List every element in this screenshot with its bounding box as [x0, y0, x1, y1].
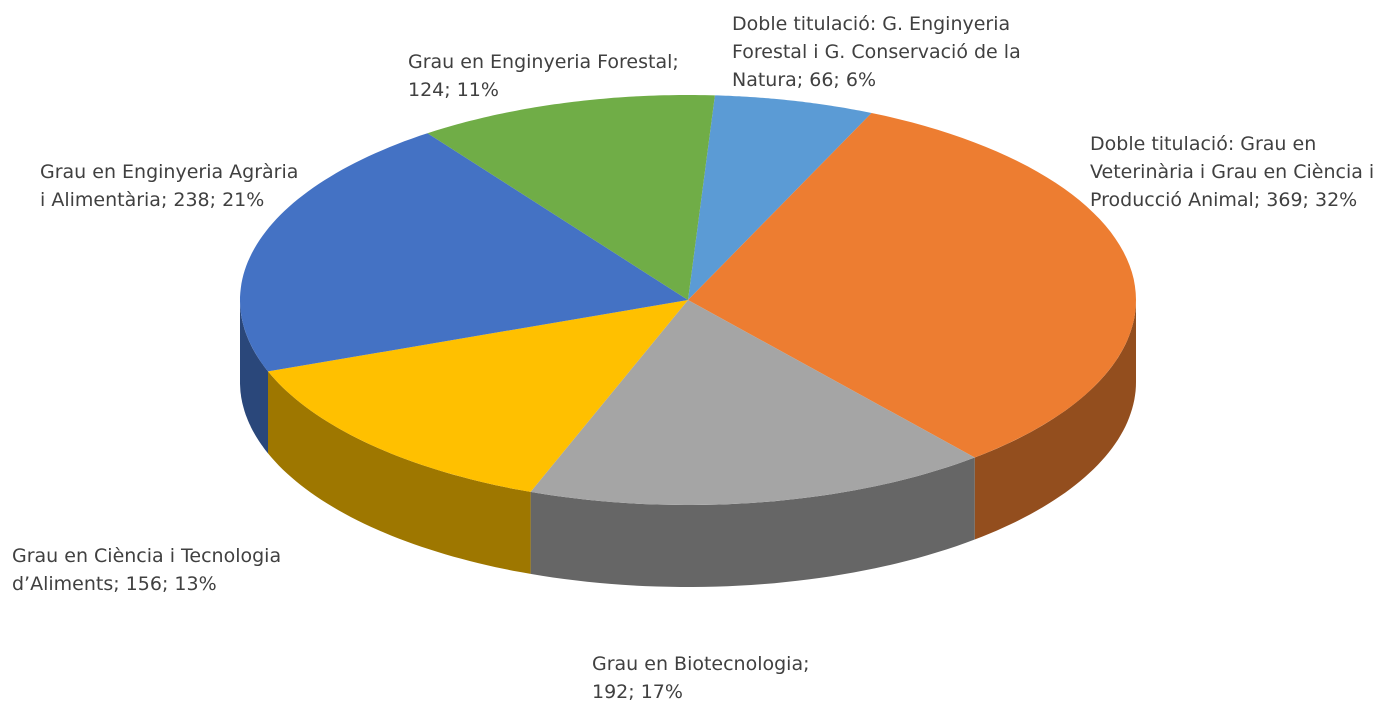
slice-side	[530, 457, 975, 587]
data-label-line: Natura; 66; 6%	[732, 69, 876, 91]
data-label-line: Grau en Enginyeria Forestal;	[408, 51, 679, 73]
data-label-line: Grau en Enginyeria Agrària	[40, 161, 298, 183]
slice-side	[240, 300, 268, 454]
data-label-line: Grau en Biotecnologia;	[592, 653, 810, 675]
data-label: Grau en Enginyeria Agrària i Alimentària;…	[40, 161, 298, 211]
slice	[268, 300, 688, 492]
data-label-line: 124; 11%	[408, 79, 499, 101]
data-label-line: Producció Animal; 369; 32%	[1090, 189, 1357, 211]
slice-side	[268, 371, 531, 574]
data-label: Doble titulació: Grau en Veterinària i Gr…	[1090, 133, 1374, 211]
slice-side	[974, 300, 1136, 540]
data-label: Grau en Enginyeria Forestal; 124; 11%	[408, 51, 679, 101]
data-label-line: Veterinària i Grau en Ciència i	[1090, 161, 1374, 183]
data-label-line: d’Aliments; 156; 13%	[12, 573, 217, 595]
slice	[530, 300, 975, 505]
data-label-line: i Alimentària; 238; 21%	[40, 189, 264, 211]
data-label-line: 192; 17%	[592, 681, 683, 701]
data-label-line: Doble titulació: G. Enginyeria	[732, 13, 1010, 35]
data-label-line: Forestal i G. Conservació de la	[732, 41, 1021, 63]
slice	[688, 95, 872, 301]
data-label: Grau en Biotecnologia; 192; 17%	[592, 653, 810, 701]
data-label-line: Grau en Ciència i Tecnologia	[12, 545, 281, 567]
data-label-line: Doble titulació: Grau en	[1090, 133, 1316, 155]
slice	[240, 133, 688, 372]
data-label: Grau en Ciència i Tecnologia d’Aliments; …	[12, 545, 281, 595]
slice	[427, 95, 715, 300]
data-label: Doble titulació: G. Enginyeria Forestal i…	[732, 13, 1021, 91]
slice	[688, 113, 1136, 458]
